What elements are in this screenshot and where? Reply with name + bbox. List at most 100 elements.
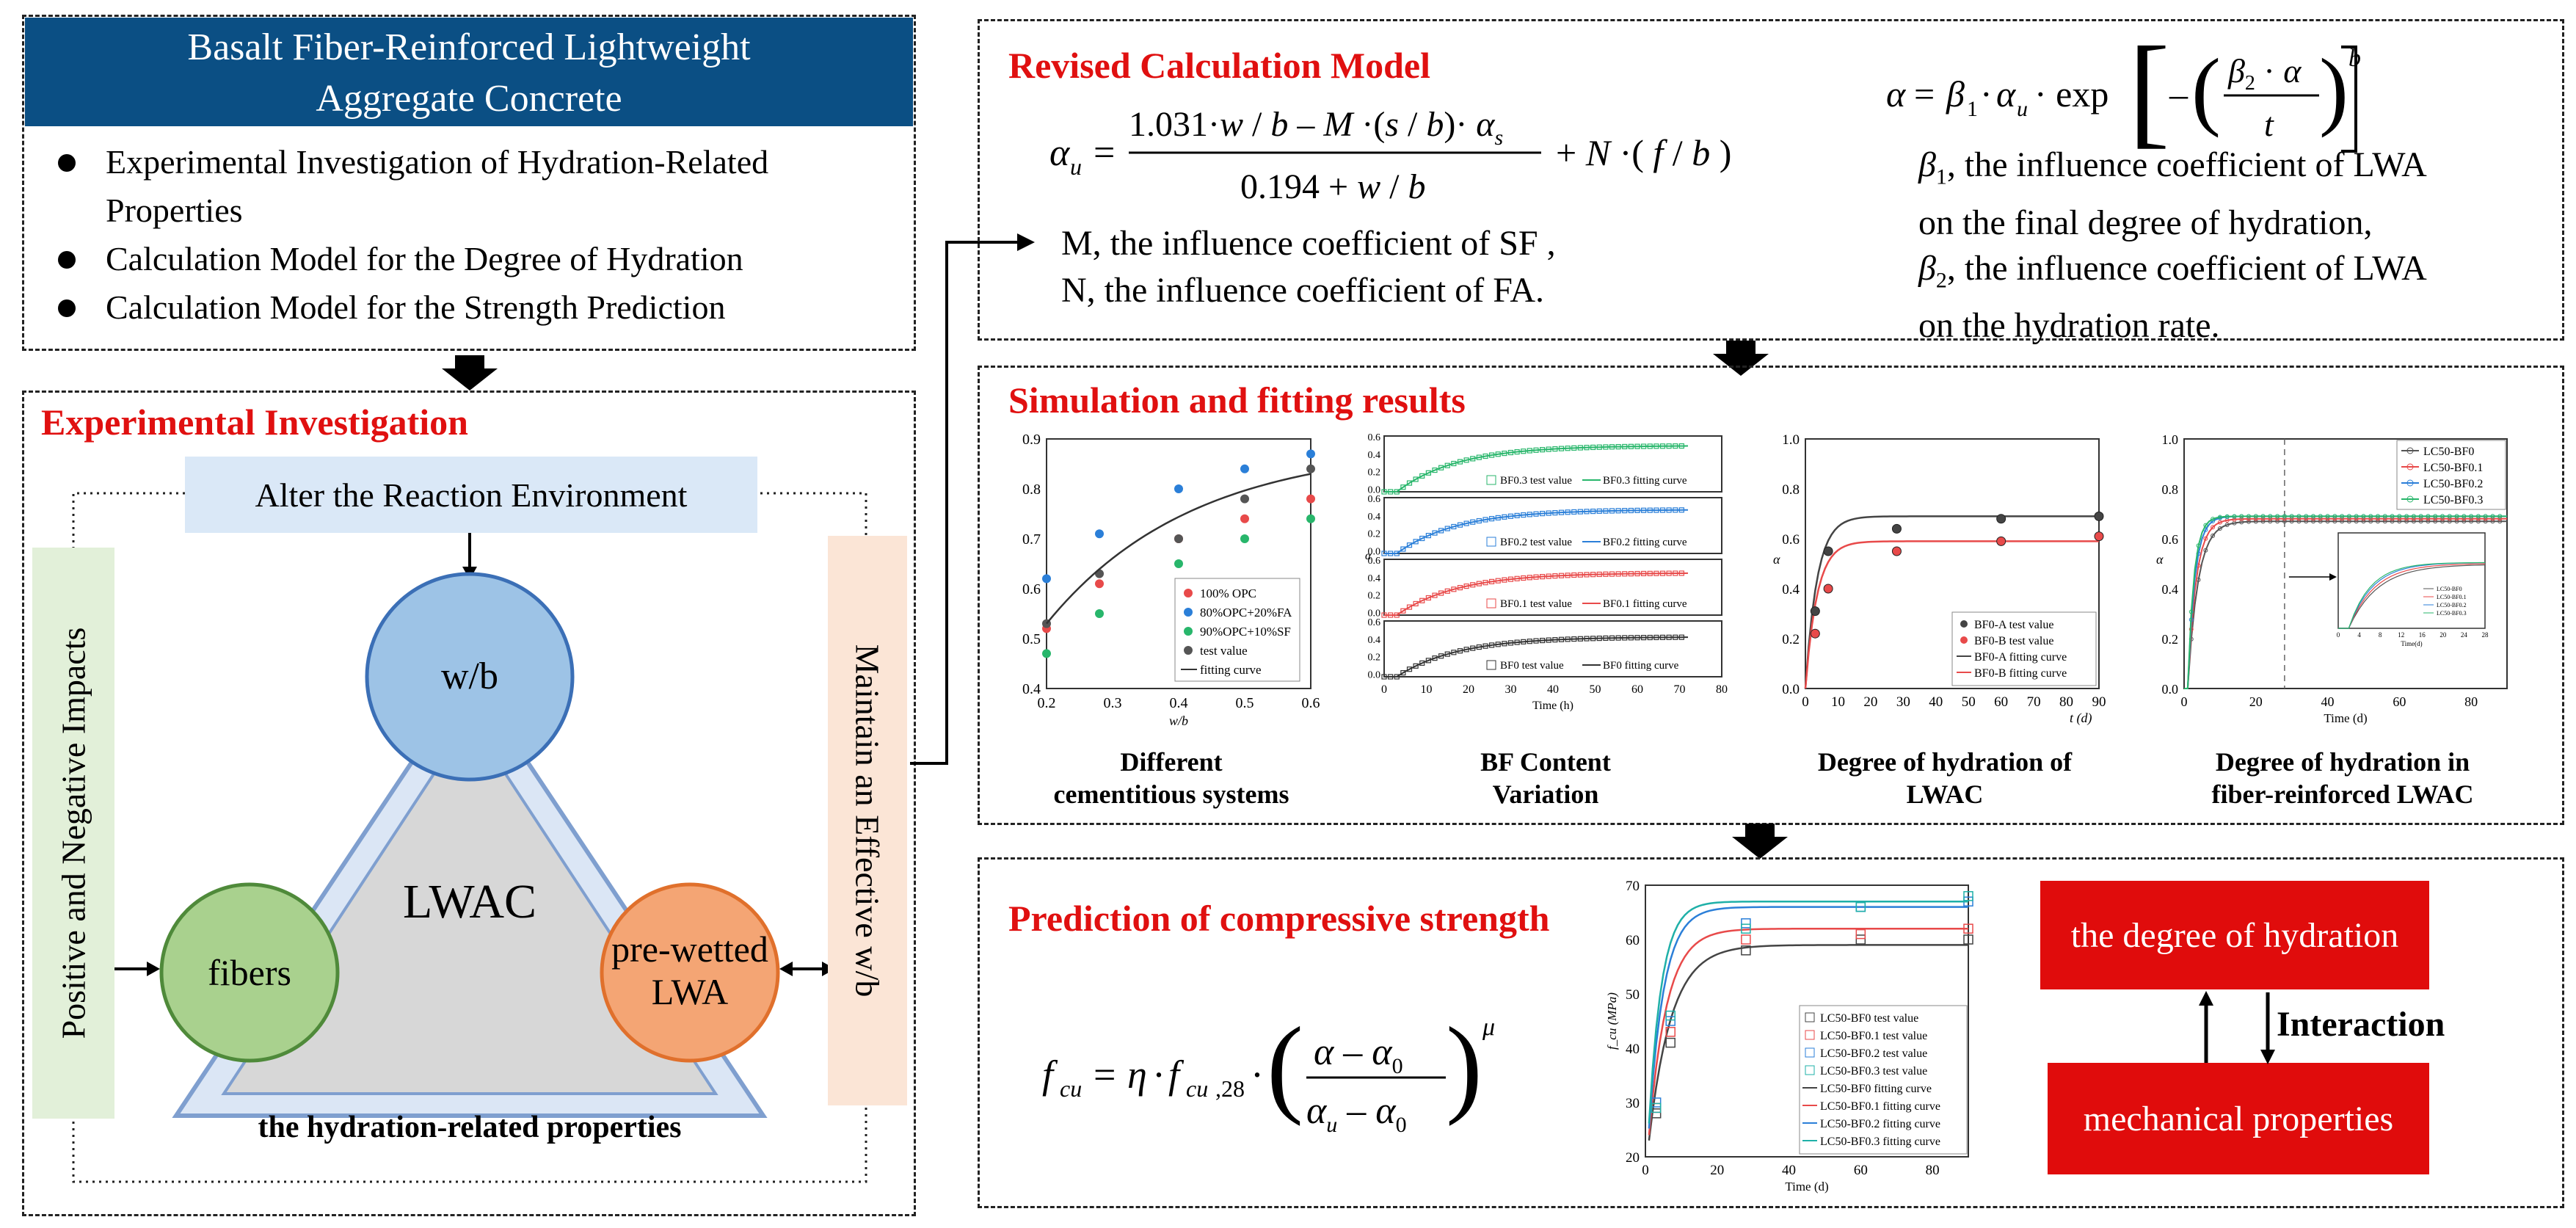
- data-point: [1174, 534, 1183, 543]
- legend-label: LC50-BF0.3: [2423, 494, 2483, 506]
- svg-text:β: β: [1946, 73, 1965, 115]
- y-tick-label: 70: [1626, 879, 1640, 894]
- data-point: [1823, 584, 1833, 594]
- circle-lwa: [600, 882, 780, 1063]
- experimental-title: Experimental Investigation: [41, 402, 468, 443]
- svg-text:0.194 + w / b: 0.194 + w / b: [1240, 167, 1425, 206]
- legend-marker: [2406, 495, 2414, 503]
- data-point: [2094, 531, 2104, 542]
- y-tick-label: 0.0: [2162, 682, 2179, 697]
- data-point: [1425, 658, 1431, 664]
- svg-text:f: f: [1168, 1053, 1185, 1097]
- left-label: Positive and Negative Impacts: [32, 548, 114, 1119]
- legend-marker: [2406, 463, 2414, 471]
- bullet-item: Calculation Model for the Degree of Hydr…: [25, 235, 906, 283]
- data-point: [2390, 514, 2395, 519]
- y-tick-label: 0.9: [1022, 432, 1041, 448]
- data-point: [2433, 514, 2438, 519]
- x-tick-label: 40: [2321, 694, 2335, 709]
- svg-text:=: =: [1094, 1053, 1116, 1097]
- legend-label: LC50-BF0: [2423, 446, 2474, 458]
- svg-text:t: t: [2264, 106, 2274, 143]
- svg-text:α: α: [1049, 132, 1071, 174]
- data-point: [2239, 520, 2244, 525]
- caption-1-line2: cementitious systems: [1053, 780, 1289, 809]
- hydration-box: the degree of hydration: [2040, 881, 2429, 989]
- svg-text:β2 · α: β2 · α: [2227, 52, 2302, 95]
- circle-lwa-label-2: LWA: [652, 971, 729, 1012]
- panel-frame: [1383, 620, 1722, 677]
- legend-label: LC50-BF0.3 fitting curve: [1820, 1136, 1940, 1148]
- data-point: [1438, 465, 1444, 471]
- down-arrow-icon: [442, 355, 498, 390]
- data-point: [2354, 514, 2359, 519]
- legend-label: BF0 fitting curve: [1603, 660, 1679, 672]
- y-axis-label: α: [1773, 552, 1780, 567]
- svg-text:·: ·: [1980, 73, 1993, 115]
- inset-legend-label: LC50-BF0.2: [2437, 602, 2467, 608]
- connector-arrow: [910, 233, 1035, 765]
- data-point: [2454, 514, 2459, 519]
- data-point: [1963, 934, 1973, 945]
- svg-text:μ: μ: [1482, 1014, 1495, 1041]
- x-tick-label: 20: [1463, 683, 1474, 696]
- data-point: [1810, 628, 1820, 639]
- data-point: [2411, 514, 2416, 519]
- x-tick-label: 70: [2027, 694, 2041, 710]
- revised-model-title: Revised Calculation Model: [1008, 45, 1430, 86]
- y-tick-label: 0.2: [1368, 591, 1381, 602]
- legend-label: LC50-BF0.1 fitting curve: [1820, 1100, 1940, 1113]
- data-point: [1406, 666, 1413, 672]
- inset-legend-label: LC50-BF0.3: [2437, 610, 2467, 617]
- data-point: [2253, 514, 2258, 519]
- y-tick-label: 0.0: [1782, 682, 1800, 697]
- data-point: [2462, 514, 2467, 519]
- inset-x-tick: 16: [2419, 631, 2426, 639]
- x-tick-label: 20: [2249, 694, 2263, 709]
- x-tick-label: 0.2: [1038, 695, 1056, 711]
- data-point: [2346, 514, 2351, 519]
- left-label-text: Positive and Negative Impacts: [54, 627, 92, 1039]
- data-point: [2296, 514, 2302, 519]
- legend-label: LC50-BF0.3 test value: [1820, 1065, 1927, 1078]
- data-point: [1432, 530, 1438, 536]
- x-tick-label: 0.4: [1170, 695, 1188, 711]
- alpha-u-equation: α u = 1.031·w / b – M ·(s / b)· αs 0.194…: [1049, 105, 1731, 206]
- legend-label: LC50-BF0 test value: [1820, 1012, 1918, 1025]
- data-point: [1963, 923, 1973, 934]
- overview-title: Basalt Fiber-Reinforced Lightweight Aggr…: [25, 18, 913, 126]
- caption-3: Degree of hydration of LWAC: [1769, 746, 2121, 810]
- svg-text:αu – α0: αu – α0: [1306, 1090, 1407, 1137]
- experimental-footer: the hydration-related properties: [258, 1111, 682, 1144]
- svg-text:η: η: [1127, 1053, 1147, 1097]
- caption-3-line1: Degree of hydration of: [1817, 747, 2073, 777]
- data-point: [1810, 606, 1820, 617]
- data-point: [1425, 470, 1431, 476]
- overview-panel: [22, 15, 916, 351]
- data-point: [2239, 517, 2244, 522]
- legend-label: BF0-B fitting curve: [1974, 667, 2067, 680]
- svg-text:): ): [2319, 40, 2348, 138]
- data-point: [1425, 533, 1431, 539]
- y-tick-label: 0.0: [1368, 669, 1381, 680]
- data-point: [1665, 1016, 1676, 1026]
- prediction-panel: [978, 857, 2564, 1208]
- y-tick-label: 20: [1626, 1150, 1640, 1166]
- top-label: Alter the Reaction Environment: [185, 457, 757, 533]
- data-point: [2289, 514, 2294, 519]
- x-tick-label: 0: [1802, 694, 1809, 710]
- data-point: [1891, 523, 1902, 534]
- data-point: [2282, 514, 2287, 519]
- m-description: M, the influence coefficient of SF ,: [1061, 224, 1556, 263]
- data-point: [1413, 476, 1419, 482]
- data-point: [1400, 484, 1406, 490]
- interaction-arrows: [2199, 991, 2275, 1064]
- svg-text:α – α0: α – α0: [1314, 1031, 1403, 1078]
- legend-marker: [1486, 598, 1496, 608]
- panel-frame: [1383, 435, 1722, 493]
- legend-marker: [1184, 627, 1193, 636]
- overview-title-line2: Aggregate Concrete: [316, 78, 622, 120]
- legend-label: LC50-BF0 fitting curve: [1820, 1083, 1932, 1095]
- data-point: [1665, 1037, 1676, 1048]
